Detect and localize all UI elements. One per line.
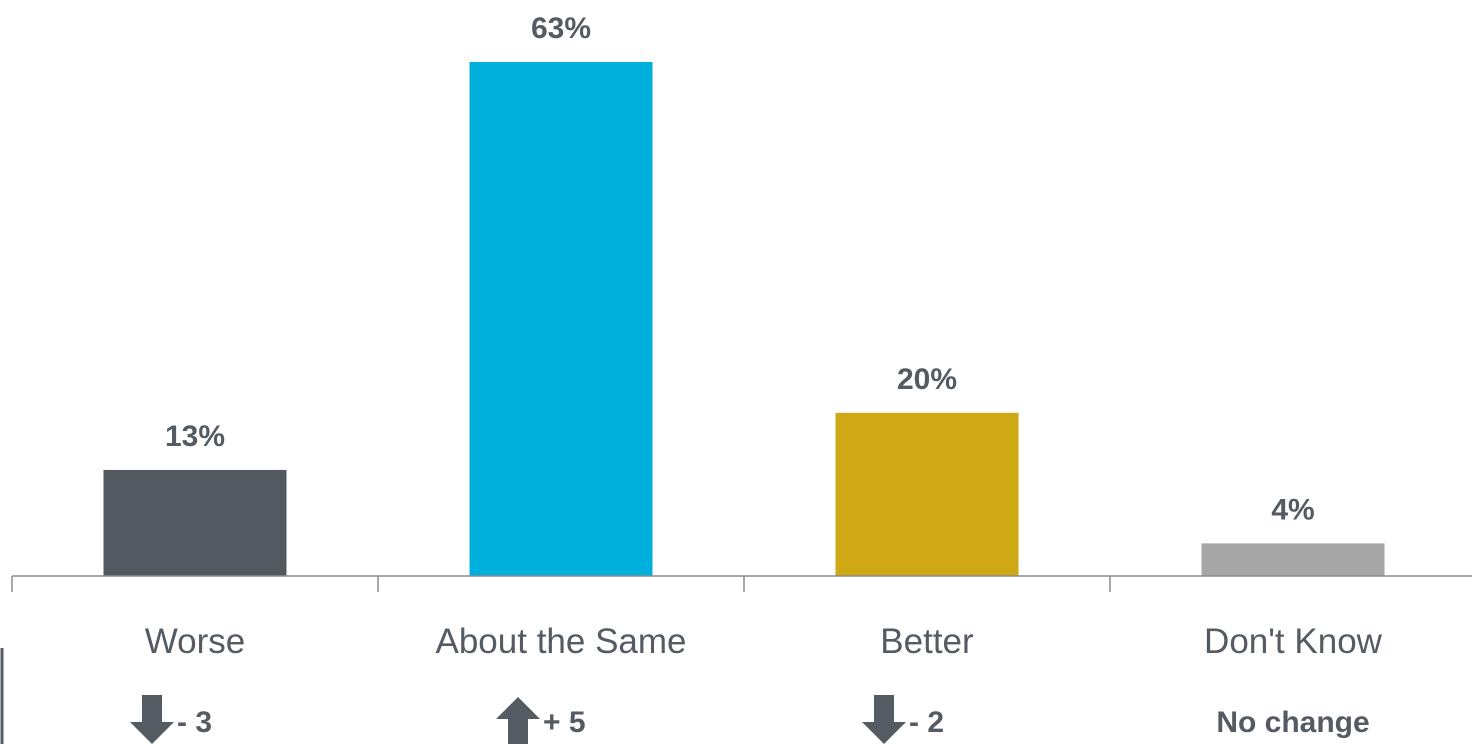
labels-layer: 13% 63% 20% 4% Worse About the Same Better Don'…: [145, 12, 1383, 661]
bar-value-label: 63%: [531, 12, 591, 45]
bar-2: [835, 412, 1019, 576]
bar-value-label: 13%: [165, 420, 225, 453]
x-tick-label: Better: [880, 622, 974, 661]
x-axis: [0, 575, 1472, 744]
bar-0: [103, 469, 287, 576]
arrow-down-icon: [862, 695, 906, 744]
x-tick-label: Don't Know: [1204, 622, 1383, 661]
bar-1: [469, 62, 653, 576]
x-tick-label: About the Same: [436, 622, 687, 661]
bar-3: [1201, 543, 1385, 576]
bars-layer: [103, 62, 1385, 576]
x-tick-label: Worse: [145, 622, 246, 661]
arrow-down-icon: [130, 695, 174, 744]
change-label: - 3: [177, 706, 212, 739]
change-label: + 5: [543, 706, 586, 739]
arrow-up-icon: [496, 697, 540, 744]
bar-value-label: 4%: [1271, 493, 1314, 526]
change-label: - 2: [909, 706, 944, 739]
change-label: No change: [1216, 706, 1369, 739]
bar-value-label: 20%: [897, 363, 957, 396]
change-indicators: - 3 + 5 - 2 No change: [130, 695, 1370, 744]
